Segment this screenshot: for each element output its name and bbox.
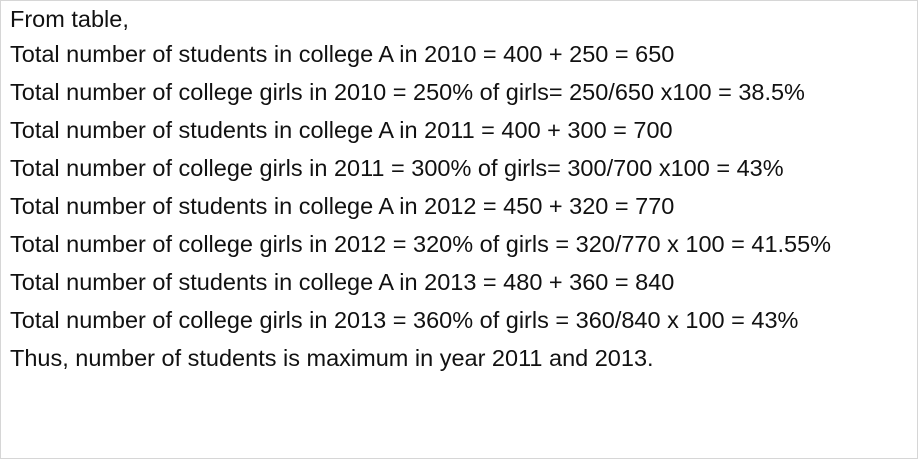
girls-2011-line: Total number of college girls in 2011 = … (10, 155, 784, 181)
solution-text-block: From table, Total number of students in … (10, 5, 910, 382)
students-2010-line: Total number of students in college A in… (10, 41, 675, 67)
girls-2013-line: Total number of college girls in 2013 = … (10, 307, 799, 333)
conclusion-line: Thus, number of students is maximum in y… (10, 345, 654, 371)
students-2013-line: Total number of students in college A in… (10, 269, 675, 295)
girls-2010-line: Total number of college girls in 2010 = … (10, 79, 805, 105)
students-2012-line: Total number of students in college A in… (10, 193, 675, 219)
girls-2012-line: Total number of college girls in 2012 = … (10, 231, 832, 257)
students-2011-line: Total number of students in college A in… (10, 117, 673, 143)
intro-line: From table, (10, 6, 129, 32)
